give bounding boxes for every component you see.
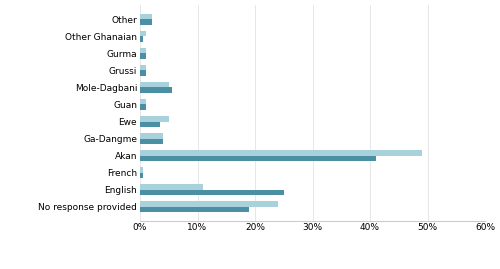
Bar [140,122,160,127]
Bar [140,156,376,161]
Bar [140,116,169,122]
Bar [140,201,278,207]
Bar [140,173,143,178]
Bar [140,207,249,213]
Bar [140,70,146,76]
Bar [140,167,143,173]
Bar [140,99,146,104]
Bar [140,104,146,110]
Bar [140,36,143,42]
Bar [140,133,163,139]
Bar [140,13,151,19]
Bar [140,65,146,70]
Bar [140,82,169,87]
Bar [140,48,146,53]
Bar [140,190,284,195]
Bar [140,139,163,144]
Bar [140,19,151,24]
Bar [140,150,422,156]
Bar [140,184,203,190]
Bar [140,53,146,59]
Bar [140,31,146,36]
Bar [140,87,172,93]
